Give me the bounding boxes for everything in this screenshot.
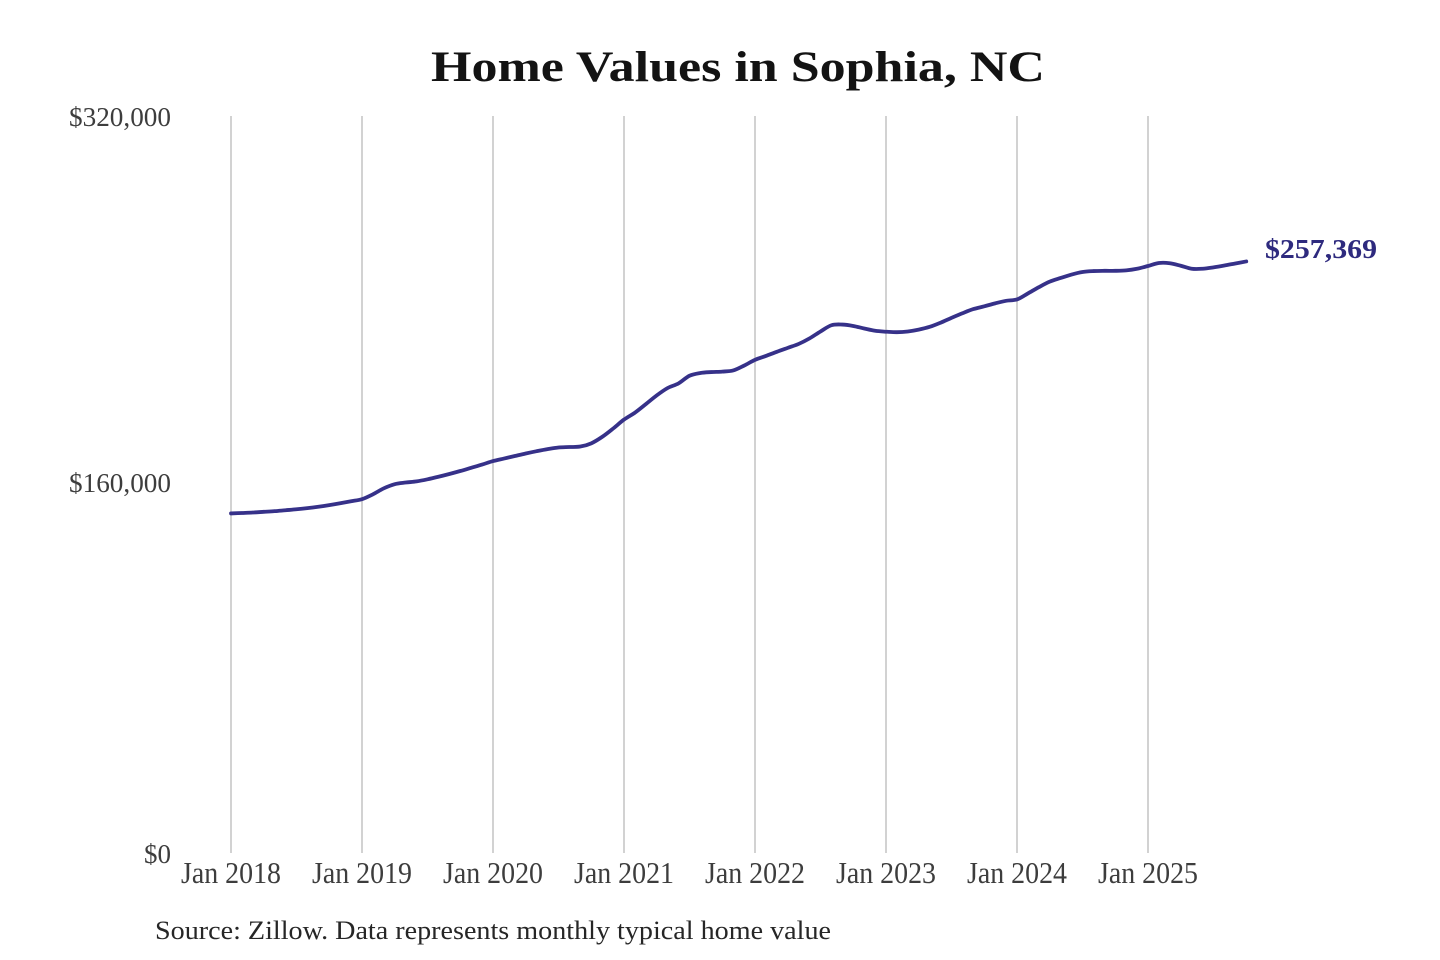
- svg-text:Jan 2020: Jan 2020: [443, 855, 543, 890]
- svg-text:$0: $0: [144, 839, 171, 869]
- svg-text:$160,000: $160,000: [69, 468, 171, 498]
- svg-text:Jan 2022: Jan 2022: [705, 855, 805, 890]
- svg-text:Jan 2018: Jan 2018: [181, 855, 281, 890]
- svg-text:Jan 2019: Jan 2019: [312, 855, 412, 890]
- svg-text:Home Values in Sophia, NC: Home Values in Sophia, NC: [431, 44, 1045, 91]
- svg-text:Source: Zillow. Data represent: Source: Zillow. Data represents monthly …: [155, 916, 831, 945]
- svg-text:Jan 2021: Jan 2021: [574, 855, 674, 890]
- svg-text:Jan 2025: Jan 2025: [1098, 855, 1198, 890]
- svg-text:$320,000: $320,000: [69, 102, 171, 132]
- svg-text:Jan 2024: Jan 2024: [967, 855, 1067, 890]
- svg-text:$257,369: $257,369: [1265, 234, 1377, 264]
- svg-text:Jan 2023: Jan 2023: [836, 855, 936, 890]
